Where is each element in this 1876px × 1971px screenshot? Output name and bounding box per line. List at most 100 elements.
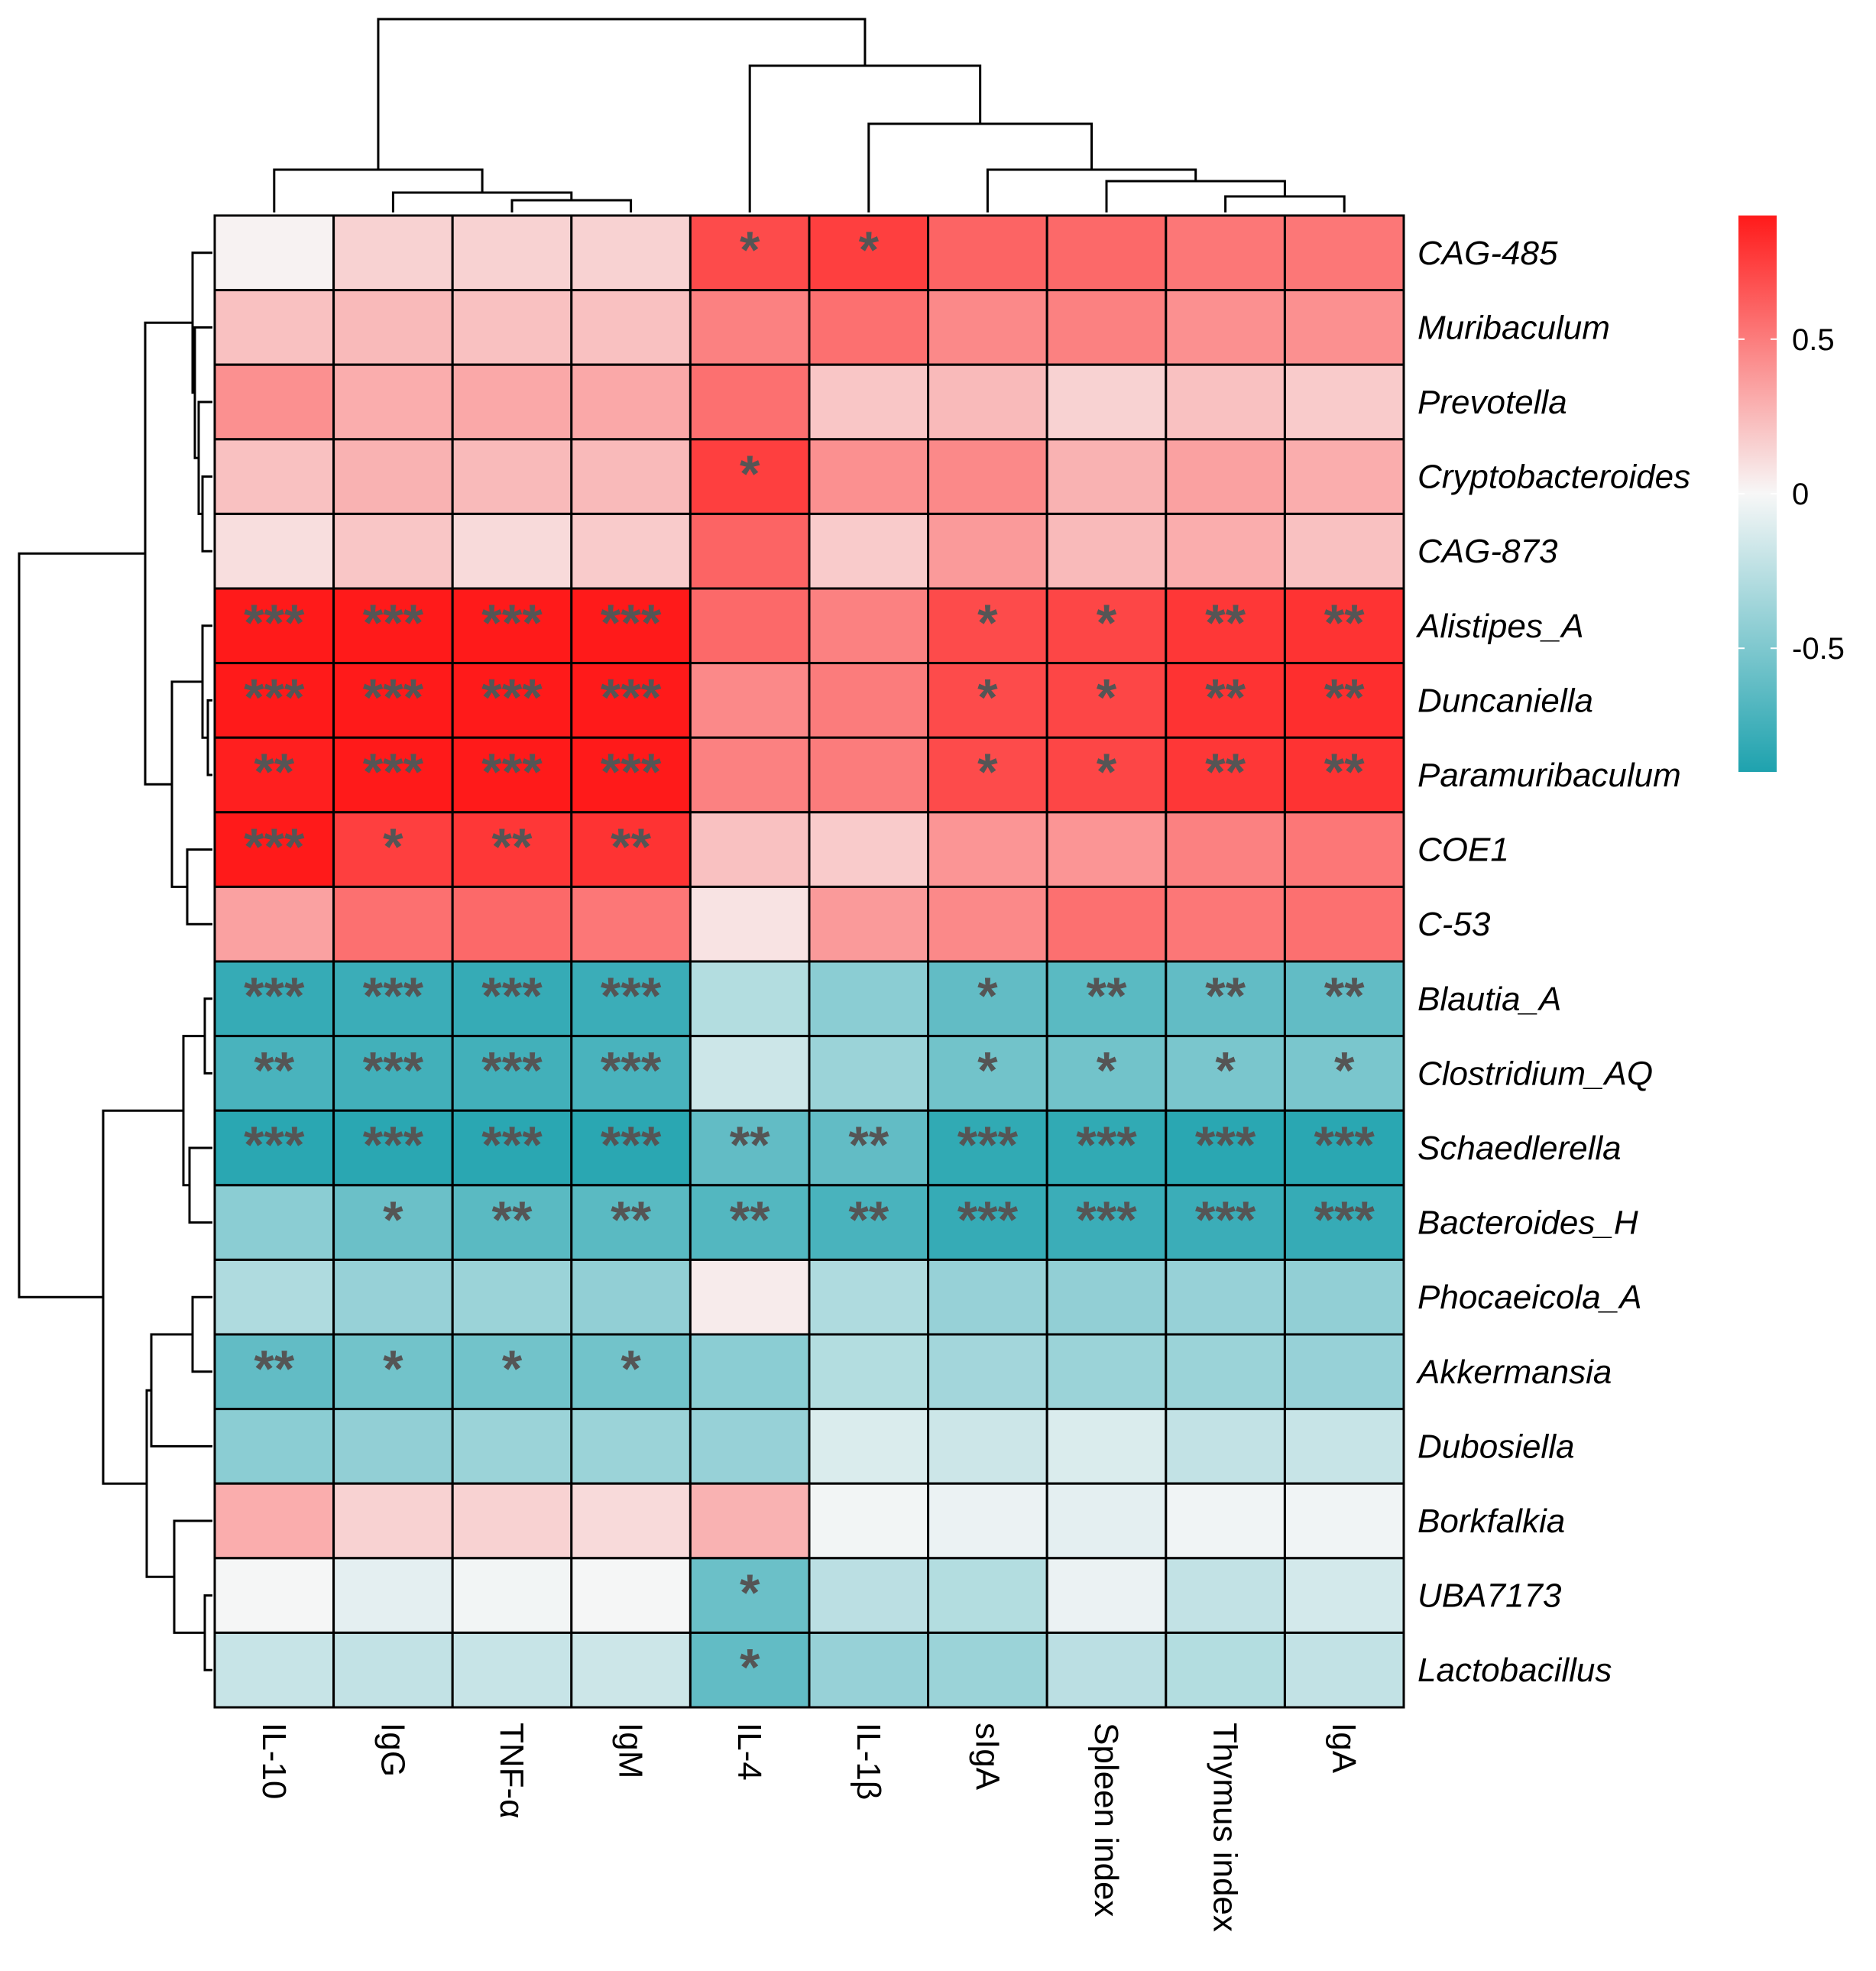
heatmap-cell bbox=[570, 736, 692, 814]
significance-mark: *** bbox=[1076, 1116, 1137, 1174]
column-label: IgG bbox=[374, 1723, 411, 1777]
heatmap-cell bbox=[1283, 214, 1405, 292]
heatmap-cell bbox=[808, 363, 930, 441]
heatmap-cell bbox=[927, 885, 1048, 963]
heatmap-cell bbox=[570, 1482, 692, 1560]
significance-mark: *** bbox=[601, 594, 662, 652]
heatmap-cell bbox=[451, 1631, 573, 1709]
heatmap-cell bbox=[689, 1258, 811, 1336]
heatmap-cell bbox=[213, 289, 335, 366]
significance-mark: *** bbox=[1195, 1116, 1256, 1174]
row-label: UBA7173 bbox=[1418, 1577, 1562, 1615]
heatmap-cell bbox=[1283, 1557, 1405, 1634]
heatmap-cell bbox=[1165, 1333, 1286, 1411]
dendrogram-branch bbox=[986, 168, 1197, 212]
heatmap-cell bbox=[1045, 1333, 1168, 1411]
heatmap-cell bbox=[1283, 736, 1405, 814]
dendrogram-branch bbox=[201, 475, 212, 553]
significance-mark: * bbox=[1097, 743, 1117, 801]
dendrogram-branch bbox=[150, 1333, 212, 1447]
significance-mark: ** bbox=[1205, 743, 1246, 801]
legend-tick-label: 0 bbox=[1792, 478, 1809, 511]
heatmap-cell bbox=[1165, 512, 1286, 590]
legend-tick-label: -0.5 bbox=[1792, 632, 1845, 666]
heatmap-cell bbox=[689, 1333, 811, 1411]
heatmap-cell bbox=[689, 363, 811, 441]
heatmap-cell bbox=[570, 438, 692, 515]
dendrogram-branch bbox=[144, 321, 193, 786]
dendrogram-branch bbox=[182, 1035, 205, 1187]
heatmap-cell bbox=[1283, 662, 1405, 739]
heatmap-cell bbox=[213, 811, 335, 888]
heatmap-cell bbox=[332, 1109, 454, 1187]
heatmap-cell bbox=[332, 1408, 454, 1485]
significance-mark: *** bbox=[363, 1116, 424, 1174]
heatmap-cell bbox=[1045, 289, 1168, 366]
significance-mark: ** bbox=[1324, 967, 1365, 1025]
significance-mark: ** bbox=[1324, 669, 1365, 727]
heatmap-cell bbox=[451, 1184, 573, 1261]
heatmap-cell bbox=[927, 662, 1048, 739]
heatmap-cell bbox=[570, 363, 692, 441]
heatmap-cell bbox=[1165, 1631, 1286, 1709]
significance-mark: *** bbox=[601, 743, 662, 801]
column-dendrogram bbox=[273, 18, 1346, 212]
significance-mark: *** bbox=[1076, 1191, 1137, 1249]
heatmap-cell bbox=[1165, 438, 1286, 515]
heatmap-cell bbox=[570, 289, 692, 366]
heatmap-cell bbox=[808, 811, 930, 888]
dendrogram-branch bbox=[203, 997, 212, 1075]
significance-mark: *** bbox=[957, 1116, 1019, 1174]
significance-mark: *** bbox=[481, 967, 543, 1025]
heatmap-cell bbox=[1165, 1408, 1286, 1485]
significance-mark: *** bbox=[481, 594, 543, 652]
heatmap-cell bbox=[451, 289, 573, 366]
heatmap-cell bbox=[451, 587, 573, 665]
significance-mark: ** bbox=[848, 1116, 889, 1174]
heatmap-cell bbox=[332, 885, 454, 963]
heatmap-cell bbox=[1165, 1482, 1286, 1560]
heatmap-cell bbox=[570, 1631, 692, 1709]
heatmap-cell bbox=[213, 1482, 335, 1560]
heatmap-cell bbox=[451, 1482, 573, 1560]
dendrogram-branch bbox=[186, 848, 212, 926]
heatmap-cell bbox=[332, 438, 454, 515]
significance-mark: * bbox=[740, 221, 760, 279]
heatmap-cell bbox=[213, 736, 335, 814]
significance-mark: * bbox=[1334, 1042, 1355, 1100]
row-label: C-53 bbox=[1418, 906, 1491, 943]
row-label: Bacteroides_H bbox=[1418, 1204, 1638, 1242]
heatmap-cell bbox=[332, 1258, 454, 1336]
heatmap-cell bbox=[1165, 811, 1286, 888]
significance-mark: ** bbox=[848, 1191, 889, 1249]
row-label: COE1 bbox=[1418, 832, 1509, 869]
heatmap-cell bbox=[570, 1333, 692, 1411]
heatmap-cell bbox=[1165, 289, 1286, 366]
heatmap-cell bbox=[689, 1408, 811, 1485]
heatmap-cell bbox=[1283, 1333, 1405, 1411]
heatmap-cell bbox=[808, 1631, 930, 1709]
dendrogram-branch bbox=[203, 1594, 212, 1671]
significance-mark: *** bbox=[363, 967, 424, 1025]
heatmap-cell bbox=[1283, 363, 1405, 441]
heatmap-cell bbox=[1045, 1482, 1168, 1560]
significance-mark: ** bbox=[611, 1191, 651, 1249]
row-labels: CAG-485 Muribaculum Prevotella Cryptobacter… bbox=[1415, 235, 1690, 1689]
heatmap-cell bbox=[570, 214, 692, 292]
significance-mark: *** bbox=[244, 1116, 305, 1174]
heatmap-cell bbox=[570, 1109, 692, 1187]
heatmap-cell bbox=[1165, 1035, 1286, 1112]
significance-mark: * bbox=[383, 1340, 403, 1398]
heatmap-cell bbox=[1165, 214, 1286, 292]
significance-mark: ** bbox=[730, 1116, 770, 1174]
legend-tick-label: 0.5 bbox=[1792, 323, 1835, 357]
heatmap-cell bbox=[927, 960, 1048, 1038]
heatmap-cell bbox=[1283, 811, 1405, 888]
dendrogram-branch bbox=[377, 18, 867, 170]
significance-mark: *** bbox=[1195, 1191, 1256, 1249]
heatmap-cell bbox=[1283, 438, 1405, 515]
legend-colorbar bbox=[1738, 216, 1777, 772]
significance-mark: ** bbox=[1324, 594, 1365, 652]
row-label: Phocaeicola_A bbox=[1418, 1279, 1642, 1316]
significance-mark: ** bbox=[611, 818, 651, 876]
